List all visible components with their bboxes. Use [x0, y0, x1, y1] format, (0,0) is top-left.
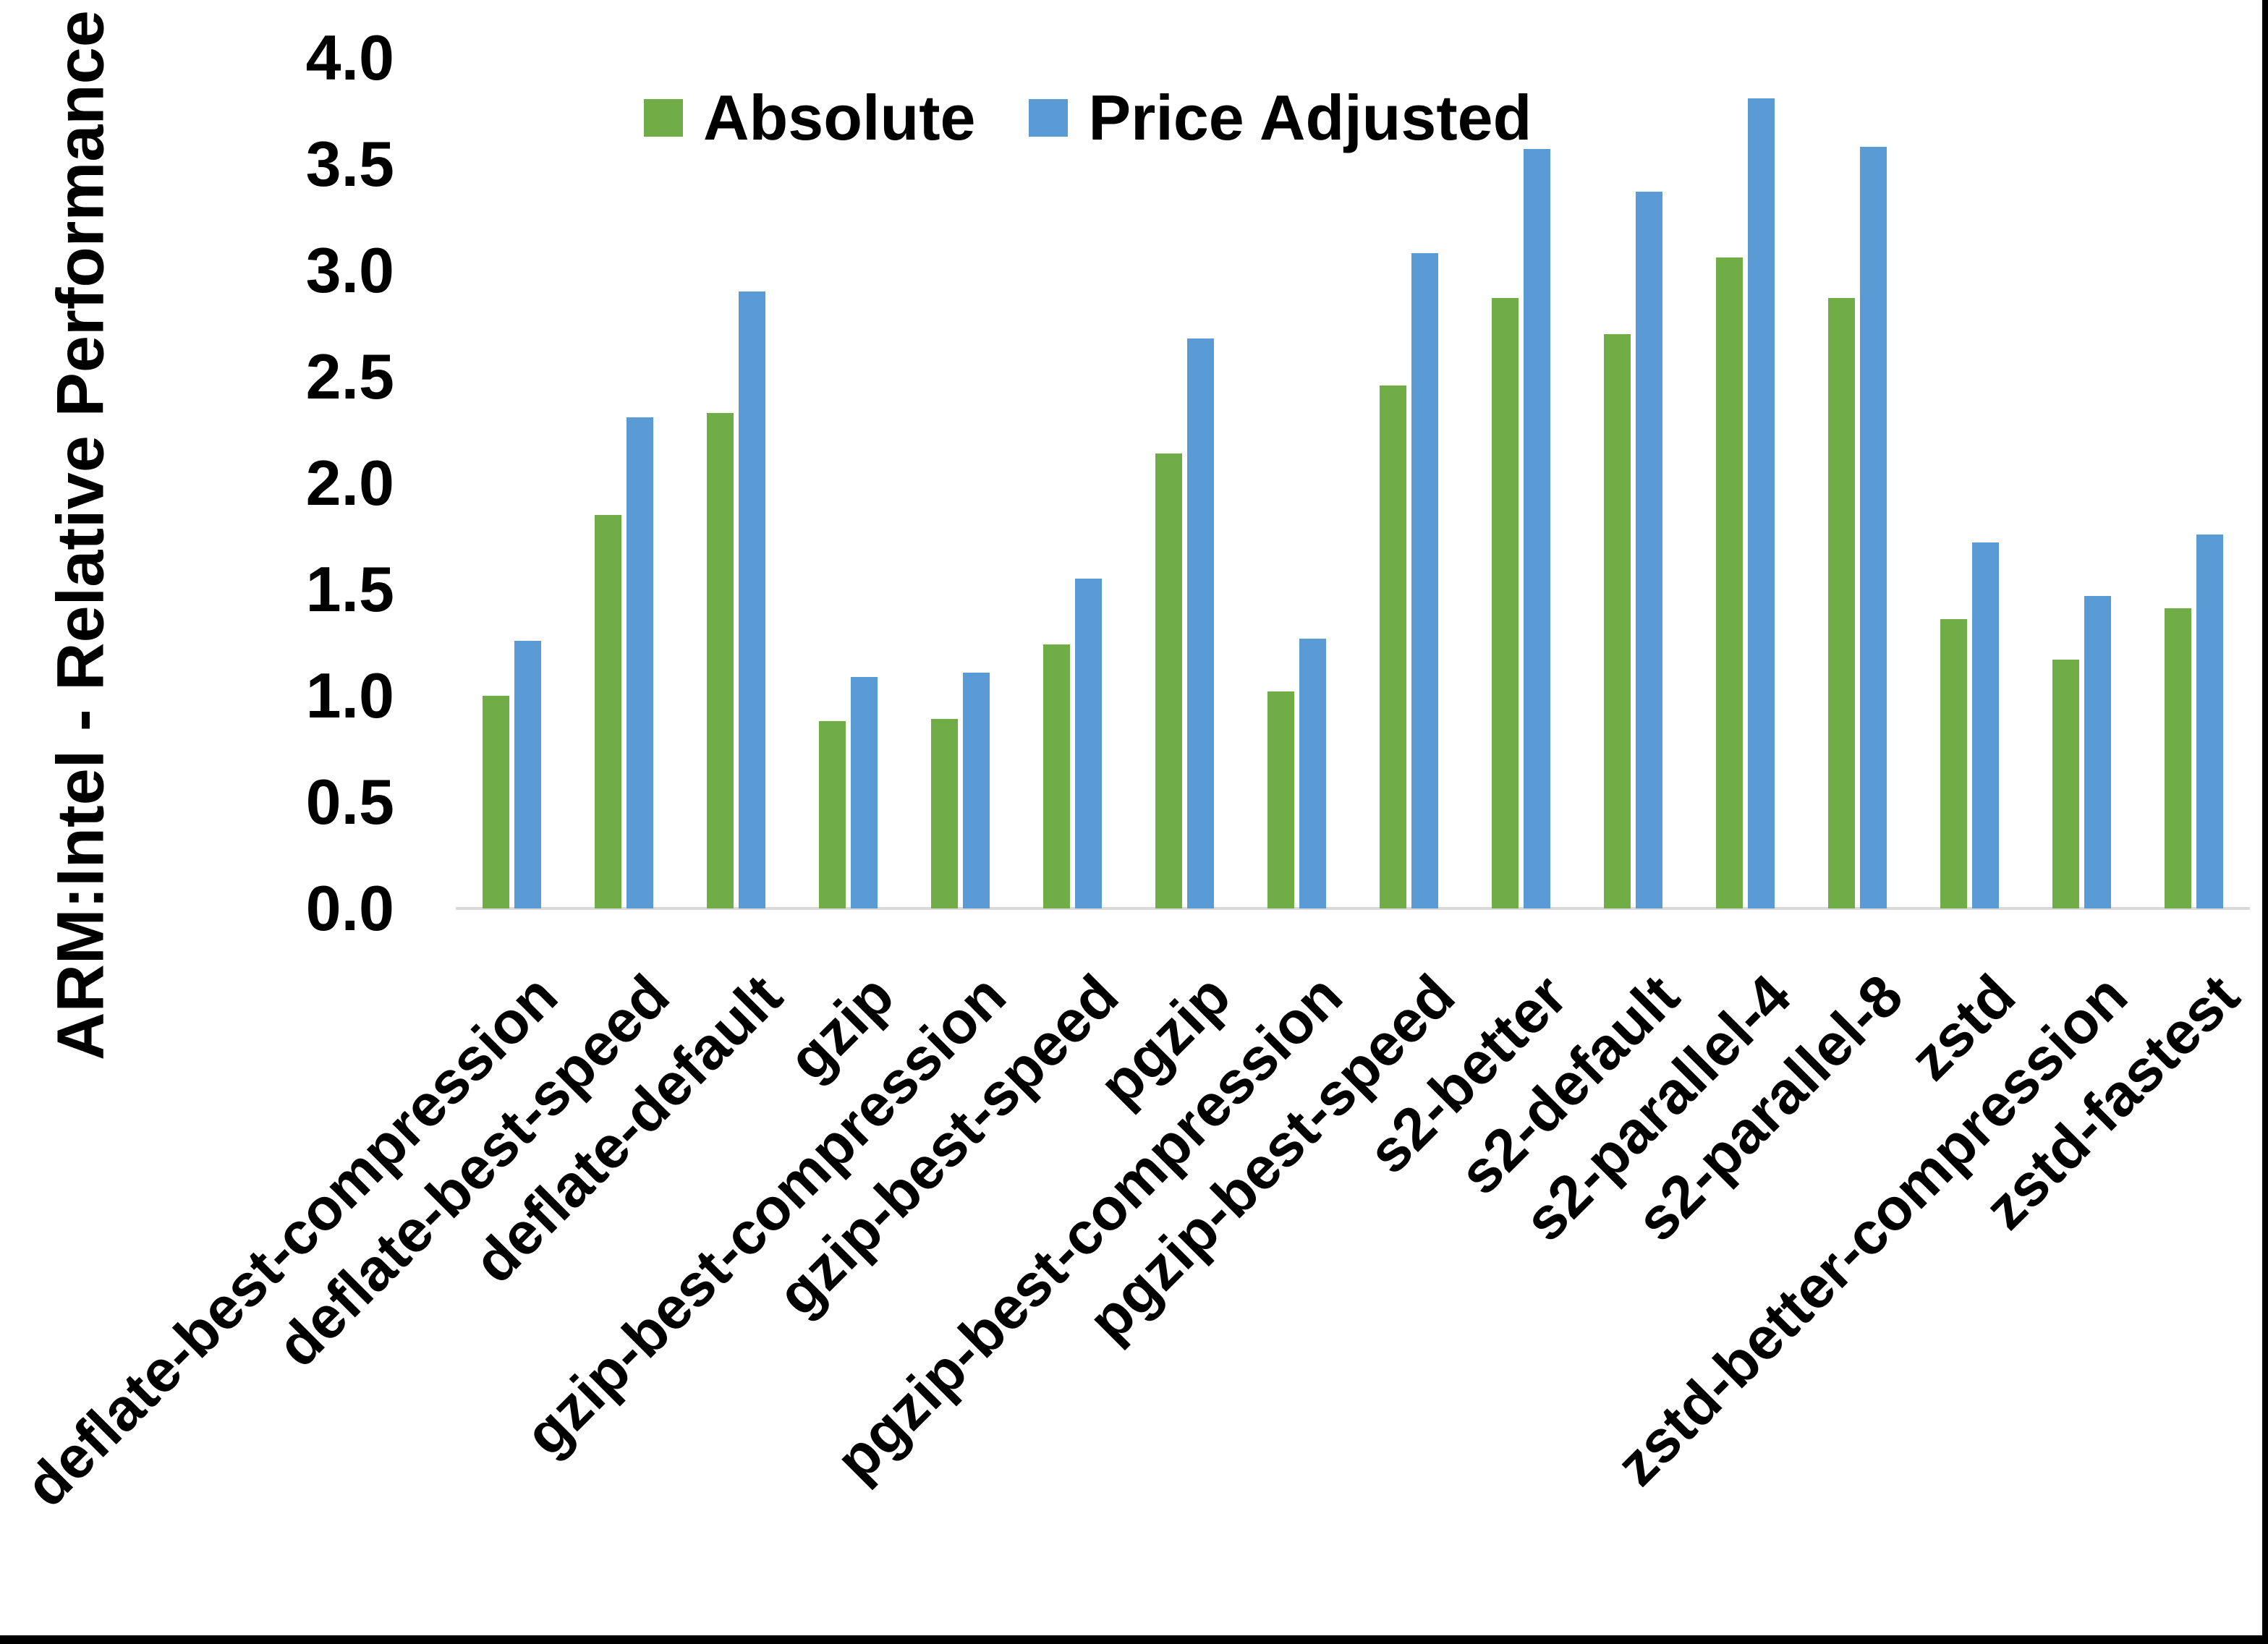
- legend-swatch-price-adjusted: [1029, 99, 1069, 137]
- legend-label-absolute: Absolute: [703, 82, 976, 153]
- y-tick-label-3.5: 3.5: [305, 128, 394, 200]
- bar-price-adjusted-s2-default: [1636, 192, 1662, 908]
- bar-absolute-deflate-best-speed: [595, 515, 621, 908]
- bar-absolute-deflate-best-compression: [483, 696, 509, 908]
- bar-price-adjusted-zstd-fastest: [2196, 534, 2223, 908]
- y-tick-label-1.5: 1.5: [305, 553, 394, 625]
- bar-price-adjusted-zstd-better-compression: [2084, 596, 2111, 908]
- bar-price-adjusted-s2-parallel-8: [1860, 147, 1887, 908]
- bar-absolute-gzip-best-speed: [1043, 644, 1070, 908]
- bar-price-adjusted-gzip-best-speed: [1075, 579, 1102, 908]
- bar-price-adjusted-deflate-best-compression: [514, 641, 541, 908]
- bar-absolute-pgzip-best-compression: [1267, 691, 1294, 908]
- bar-absolute-pgzip: [1155, 453, 1182, 908]
- bar-price-adjusted-pgzip-best-compression: [1299, 639, 1326, 908]
- legend: Absolute Price Adjusted: [644, 82, 1532, 153]
- bar-absolute-s2-parallel-8: [1828, 298, 1855, 908]
- bar-price-adjusted-deflate-best-speed: [627, 417, 653, 908]
- x-axis-line: [456, 907, 2250, 910]
- bar-price-adjusted-deflate-default: [739, 291, 765, 908]
- y-tick-label-2.5: 2.5: [305, 341, 394, 412]
- bar-price-adjusted-pgzip: [1187, 338, 1214, 908]
- bar-absolute-pgzip-best-speed: [1380, 386, 1406, 908]
- bar-price-adjusted-gzip: [851, 677, 878, 908]
- bar-price-adjusted-zstd: [1972, 542, 1999, 908]
- bar-absolute-gzip-best-compression: [931, 719, 958, 908]
- legend-item-absolute: Absolute: [644, 81, 975, 155]
- legend-item-price-adjusted: Price Adjusted: [1029, 81, 1532, 155]
- bar-price-adjusted-s2-parallel-4: [1748, 98, 1775, 908]
- bar-absolute-s2-parallel-4: [1716, 257, 1743, 908]
- image-right-border: [2262, 0, 2268, 1644]
- image-bottom-border: [0, 1635, 2268, 1644]
- y-tick-label-3.0: 3.0: [305, 234, 394, 306]
- bar-absolute-zstd-fastest: [2165, 608, 2191, 908]
- bar-price-adjusted-s2-better: [1524, 149, 1550, 908]
- bar-absolute-deflate-default: [707, 413, 734, 908]
- legend-label-price-adjusted: Price Adjusted: [1088, 82, 1532, 153]
- bar-price-adjusted-pgzip-best-speed: [1411, 253, 1438, 908]
- bar-absolute-s2-better: [1492, 298, 1519, 908]
- y-tick-label-1.0: 1.0: [305, 660, 394, 731]
- y-tick-label-2.0: 2.0: [305, 447, 394, 519]
- bar-absolute-s2-default: [1604, 334, 1631, 908]
- bar-absolute-gzip: [819, 721, 846, 908]
- y-axis-title: ARM:Intel - Relative Performance: [43, 10, 118, 1060]
- y-tick-label-0.0: 0.0: [305, 872, 394, 944]
- bar-price-adjusted-gzip-best-compression: [963, 673, 990, 908]
- bar-absolute-zstd: [1940, 619, 1967, 908]
- bar-absolute-zstd-better-compression: [2052, 660, 2079, 908]
- legend-swatch-absolute: [644, 99, 683, 137]
- y-tick-label-0.5: 0.5: [305, 766, 394, 838]
- y-tick-label-4.0: 4.0: [305, 22, 394, 93]
